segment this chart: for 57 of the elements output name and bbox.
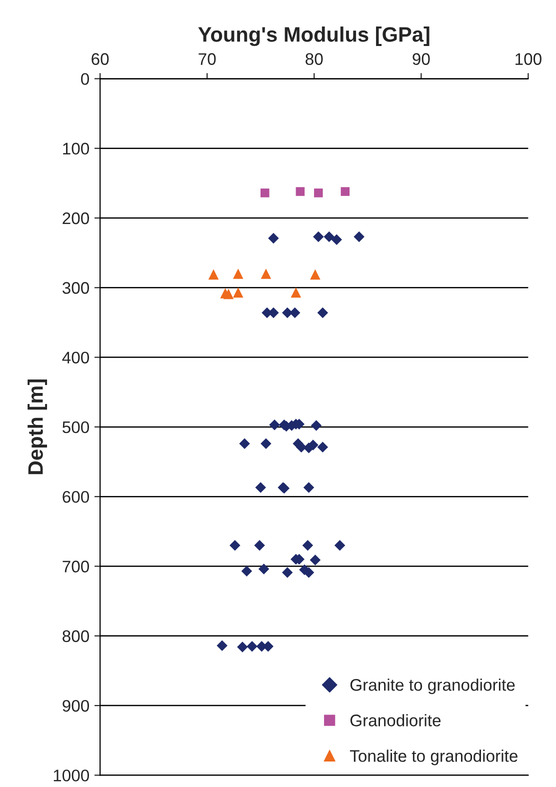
point bbox=[282, 567, 293, 578]
point bbox=[233, 268, 244, 279]
point bbox=[313, 231, 324, 242]
point bbox=[260, 188, 270, 198]
x-tick-label: 70 bbox=[198, 53, 216, 65]
point bbox=[208, 269, 219, 280]
x-tick-label: 60 bbox=[92, 53, 109, 65]
x-tick-label: 90 bbox=[412, 53, 430, 65]
point bbox=[255, 482, 266, 493]
point bbox=[233, 287, 244, 298]
point bbox=[254, 540, 265, 551]
y-tick-label: 0 bbox=[81, 73, 90, 85]
y-tick-label: 400 bbox=[62, 352, 90, 364]
point bbox=[340, 187, 350, 196]
point bbox=[246, 640, 258, 652]
point bbox=[296, 187, 305, 196]
y-tick-label: 800 bbox=[62, 630, 90, 642]
y-tick-label: 700 bbox=[62, 560, 90, 572]
legend-label: Granite to granodiorite bbox=[350, 678, 515, 694]
point bbox=[314, 188, 323, 198]
y-tick-label: 200 bbox=[62, 212, 90, 224]
x-tick-label: 100 bbox=[516, 53, 542, 65]
point bbox=[258, 564, 270, 574]
point bbox=[216, 640, 228, 652]
point bbox=[334, 540, 346, 551]
point bbox=[241, 566, 252, 576]
y-axis-title: Depth [m] bbox=[28, 380, 48, 474]
point bbox=[310, 554, 321, 566]
point bbox=[268, 232, 279, 244]
y-tick-label: 900 bbox=[62, 700, 90, 712]
y-tick-label: 300 bbox=[62, 282, 90, 294]
point bbox=[223, 288, 234, 300]
point bbox=[324, 231, 335, 242]
y-tick-label: 600 bbox=[62, 491, 90, 503]
legend-label: Tonalite to granodiorite bbox=[350, 750, 518, 766]
point bbox=[296, 442, 307, 453]
point bbox=[230, 540, 240, 551]
point bbox=[331, 234, 342, 245]
point bbox=[310, 420, 322, 431]
point bbox=[302, 540, 314, 551]
y-tick-label: 100 bbox=[63, 142, 90, 155]
point bbox=[239, 438, 250, 450]
point bbox=[317, 307, 328, 318]
point bbox=[354, 231, 364, 242]
point bbox=[260, 268, 272, 279]
y-tick-label: 1000 bbox=[54, 770, 90, 782]
x-axis-title: Young's Modulus [GPa] bbox=[198, 26, 430, 46]
point bbox=[269, 419, 280, 430]
point bbox=[317, 442, 328, 453]
point bbox=[290, 287, 302, 298]
point bbox=[237, 642, 248, 652]
point bbox=[260, 438, 272, 450]
point bbox=[303, 482, 314, 493]
point bbox=[310, 269, 320, 280]
y-tick-label: 500 bbox=[62, 421, 90, 434]
legend-label: Granodiorite bbox=[350, 714, 441, 726]
x-tick-label: 80 bbox=[306, 53, 323, 65]
